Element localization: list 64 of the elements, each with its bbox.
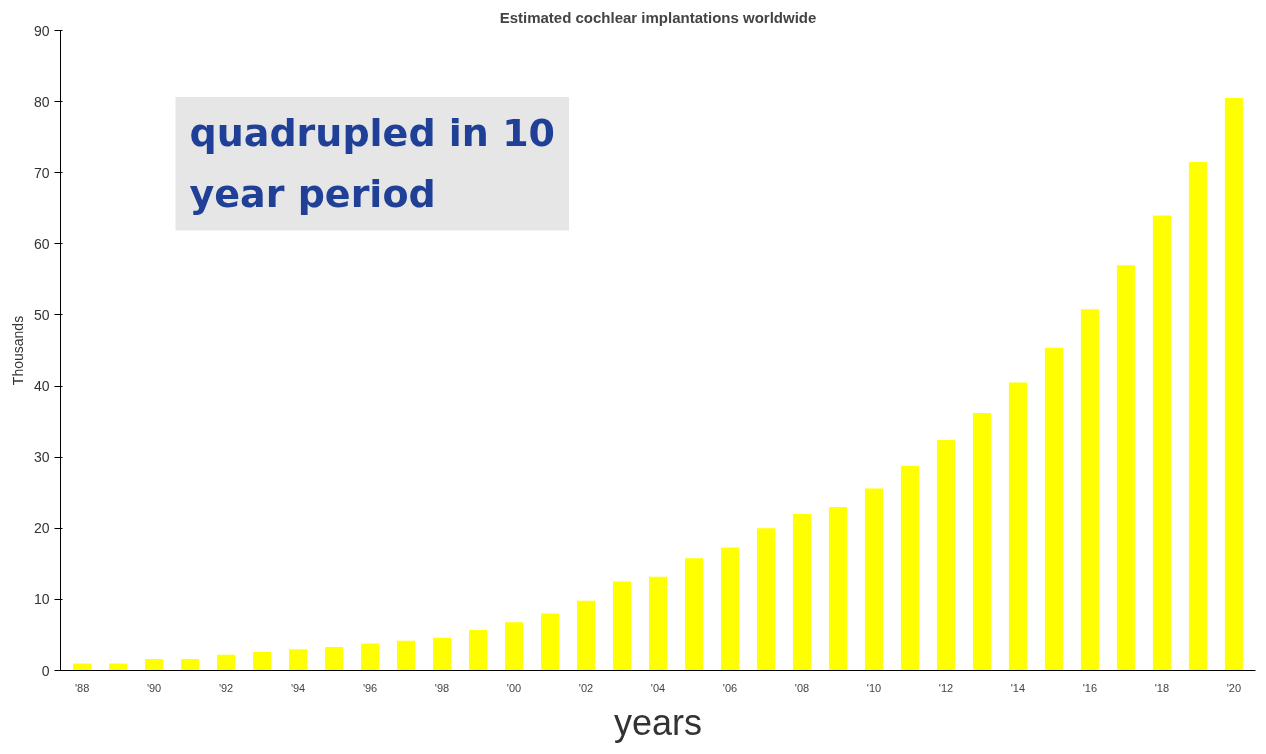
bar — [1224, 98, 1243, 671]
x-tick-label: '92 — [218, 681, 234, 694]
x-tick-label: '08 — [794, 681, 810, 694]
x-tick-label: '16 — [1082, 681, 1098, 694]
bar — [181, 659, 200, 671]
bar — [828, 506, 847, 671]
bar — [1152, 215, 1171, 671]
bar — [361, 643, 380, 671]
x-tick-label: '88 — [74, 681, 90, 694]
bar — [864, 488, 883, 671]
bar — [1008, 382, 1027, 671]
annotation: quadrupled in 10 year period — [189, 110, 556, 217]
x-tick-label: '94 — [290, 681, 306, 694]
y-tick-label: 40 — [33, 378, 50, 395]
x-tick-label: '98 — [434, 681, 450, 694]
bar — [433, 637, 452, 671]
bar — [325, 647, 344, 671]
bar — [649, 576, 667, 671]
x-tick-label: '90 — [146, 681, 162, 694]
bar — [469, 629, 488, 671]
bar — [936, 440, 955, 671]
y-tick-label: 60 — [33, 235, 50, 252]
y-tick-label: 70 — [33, 164, 50, 181]
x-tick-label: '18 — [1154, 681, 1170, 694]
x-axis-title: years — [613, 701, 703, 743]
y-tick-label: 20 — [33, 520, 50, 537]
bar — [109, 663, 128, 671]
bar — [756, 528, 775, 671]
bar — [900, 465, 919, 671]
bar — [685, 558, 703, 671]
bar — [792, 514, 811, 671]
y-tick-label: 10 — [33, 591, 50, 608]
bar — [1080, 309, 1099, 671]
chart-title: Estimated cochlear implantations worldwide — [499, 8, 817, 26]
bar — [217, 654, 236, 671]
x-tick-label: '10 — [866, 681, 882, 694]
y-tick-label: 0 — [41, 662, 50, 679]
x-tick-label: '04 — [650, 681, 666, 694]
bar — [720, 547, 739, 671]
x-tick-label: '20 — [1226, 681, 1242, 694]
y-tick-label: 80 — [33, 93, 50, 110]
x-tick-label: '00 — [506, 681, 522, 694]
bar — [289, 649, 308, 671]
bar — [253, 652, 272, 671]
bar — [505, 622, 524, 671]
bar — [577, 600, 596, 671]
bar — [145, 659, 164, 671]
x-tick-label: '06 — [722, 681, 738, 694]
bar — [1044, 347, 1063, 671]
x-tick-label: '96 — [362, 681, 378, 694]
bar — [1116, 265, 1135, 671]
x-tick-label: '14 — [1010, 681, 1026, 694]
x-tick-label: '02 — [578, 681, 594, 694]
bar — [397, 640, 416, 671]
y-tick-label: 30 — [33, 449, 50, 466]
bar — [1188, 162, 1207, 671]
y-axis-title: Thousands — [9, 315, 26, 386]
bar — [972, 413, 991, 671]
y-tick-label: 90 — [33, 22, 50, 39]
y-tick-label: 50 — [33, 306, 50, 323]
bar — [73, 663, 92, 671]
bar — [613, 581, 631, 671]
bar — [541, 613, 560, 671]
x-tick-label: '12 — [938, 681, 954, 694]
